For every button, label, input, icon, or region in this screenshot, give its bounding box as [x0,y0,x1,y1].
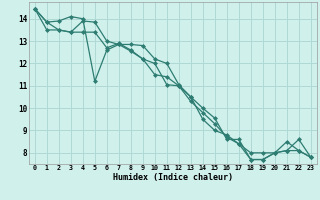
X-axis label: Humidex (Indice chaleur): Humidex (Indice chaleur) [113,173,233,182]
